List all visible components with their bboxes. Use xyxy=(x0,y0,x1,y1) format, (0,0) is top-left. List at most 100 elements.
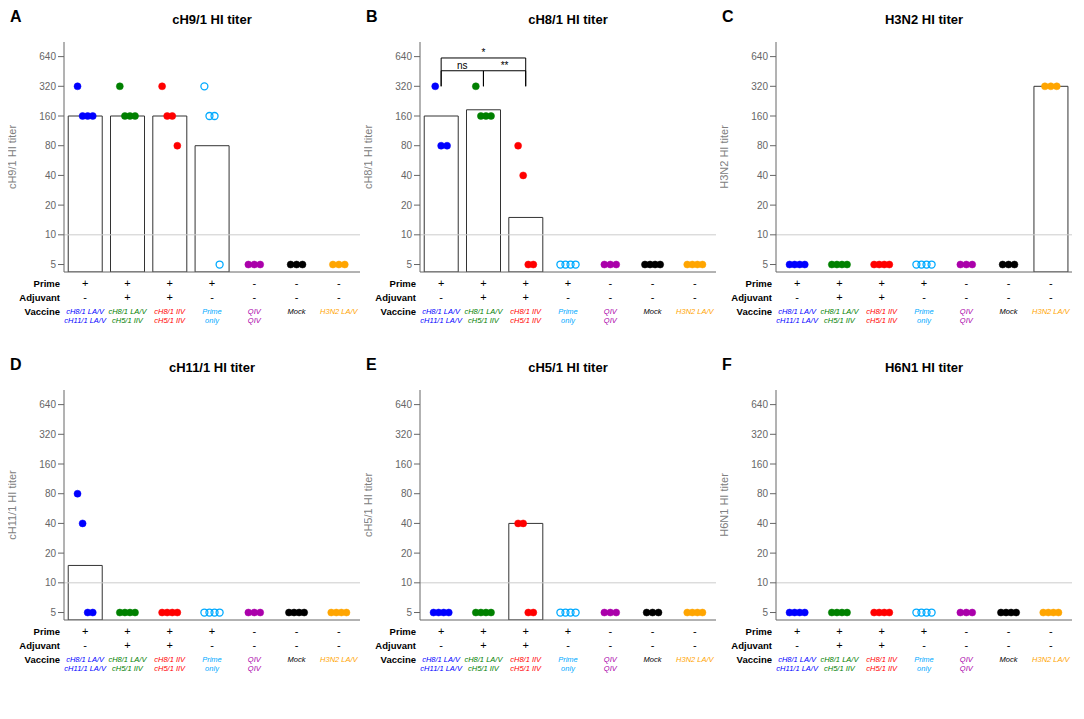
svg-text:320: 320 xyxy=(395,429,412,440)
html-text:only: only xyxy=(205,316,219,325)
svg-text:80: 80 xyxy=(45,140,57,151)
html-text:Vaccine: Vaccine xyxy=(380,654,416,665)
html-text:Vaccine: Vaccine xyxy=(736,306,772,317)
svg-text:5: 5 xyxy=(406,259,412,270)
svg-text:80: 80 xyxy=(401,140,413,151)
svg-text:320: 320 xyxy=(39,429,56,440)
html-text:Vaccine: Vaccine xyxy=(380,306,416,317)
svg-text:5: 5 xyxy=(50,607,56,618)
html-text:Vaccine: Vaccine xyxy=(24,654,60,665)
html-text:cH9/1 HI titer: cH9/1 HI titer xyxy=(172,12,252,27)
svg-text:80: 80 xyxy=(45,488,57,499)
html-text:D: D xyxy=(10,356,22,373)
svg-text:320: 320 xyxy=(395,81,412,92)
html-text:cH8/1 HI titer: cH8/1 HI titer xyxy=(528,12,608,27)
svg-text:10: 10 xyxy=(401,577,413,588)
html-text:H3N2 HI titer: H3N2 HI titer xyxy=(885,12,963,27)
html-text:Prime: Prime xyxy=(389,626,416,637)
svg-text:5: 5 xyxy=(50,259,56,270)
html-text:Adjuvant: Adjuvant xyxy=(375,292,416,303)
svg-text:640: 640 xyxy=(751,399,768,410)
svg-text:5: 5 xyxy=(406,607,412,618)
html-text:Prime: Prime xyxy=(745,278,772,289)
svg-text:640: 640 xyxy=(395,51,412,62)
svg-text:20: 20 xyxy=(45,200,57,211)
svg-text:40: 40 xyxy=(757,518,769,529)
svg-text:640: 640 xyxy=(395,399,412,410)
svg-text:320: 320 xyxy=(751,429,768,440)
svg-text:10: 10 xyxy=(45,577,57,588)
html-text:Mock: Mock xyxy=(287,307,306,316)
html-text:Vaccine: Vaccine xyxy=(736,654,772,665)
html-text:cH8/1 LA/V: cH8/1 LA/V xyxy=(422,307,461,316)
html-text:Adjuvant: Adjuvant xyxy=(375,640,416,651)
svg-text:160: 160 xyxy=(751,111,768,122)
svg-text:160: 160 xyxy=(39,459,56,470)
html-text:A: A xyxy=(10,8,22,25)
svg-text:10: 10 xyxy=(757,577,769,588)
svg-text:320: 320 xyxy=(751,81,768,92)
svg-text:640: 640 xyxy=(39,51,56,62)
svg-text:H6N1 HI titer: H6N1 HI titer xyxy=(720,473,730,537)
svg-text:*: * xyxy=(481,47,485,58)
svg-text:80: 80 xyxy=(757,488,769,499)
svg-text:20: 20 xyxy=(757,200,769,211)
svg-text:cH11/1 HI titer: cH11/1 HI titer xyxy=(8,470,18,540)
svg-text:5: 5 xyxy=(762,607,768,618)
svg-text:80: 80 xyxy=(757,140,769,151)
html-text:Prime: Prime xyxy=(33,626,60,637)
html-text:Prime: Prime xyxy=(33,278,60,289)
html-text:C: C xyxy=(722,8,734,25)
html-text:Prime: Prime xyxy=(389,278,416,289)
html-text:cH11/1 HI titer: cH11/1 HI titer xyxy=(169,360,255,375)
html-text:QIV: QIV xyxy=(247,307,261,316)
html-text:B: B xyxy=(366,8,378,25)
svg-text:640: 640 xyxy=(39,399,56,410)
html-text:E: E xyxy=(366,356,377,373)
html-text:cH5/1 IIV: cH5/1 IIV xyxy=(154,316,186,325)
svg-text:10: 10 xyxy=(757,229,769,240)
svg-text:160: 160 xyxy=(751,459,768,470)
html-text:Prime: Prime xyxy=(745,626,772,637)
html-text:cH11/1 LA/V: cH11/1 LA/V xyxy=(64,316,106,325)
svg-text:40: 40 xyxy=(401,518,413,529)
html-text:H3N2 LA/V: H3N2 LA/V xyxy=(320,307,358,316)
html-text:F: F xyxy=(722,356,732,373)
html-text:Adjuvant: Adjuvant xyxy=(731,292,772,303)
html-text:Adjuvant: Adjuvant xyxy=(731,640,772,651)
svg-text:40: 40 xyxy=(757,170,769,181)
svg-text:40: 40 xyxy=(401,170,413,181)
svg-text:20: 20 xyxy=(45,548,57,559)
html-text:Prime: Prime xyxy=(202,307,222,316)
html-text:cH8/1 LA/V: cH8/1 LA/V xyxy=(66,307,105,316)
html-text:H6N1 HI titer: H6N1 HI titer xyxy=(885,360,963,375)
svg-text:10: 10 xyxy=(45,229,57,240)
svg-text:160: 160 xyxy=(39,111,56,122)
svg-text:40: 40 xyxy=(45,170,57,181)
svg-text:20: 20 xyxy=(401,200,413,211)
html-text:cH5/1 HI titer: cH5/1 HI titer xyxy=(528,360,608,375)
svg-text:160: 160 xyxy=(395,111,412,122)
html-text:cH8/1 LA/V: cH8/1 LA/V xyxy=(108,307,147,316)
svg-text:640: 640 xyxy=(751,51,768,62)
html-text:cH8/1 IIV: cH8/1 IIV xyxy=(154,307,186,316)
svg-text:5: 5 xyxy=(762,259,768,270)
svg-text:20: 20 xyxy=(401,548,413,559)
svg-text:cH5/1 HI titer: cH5/1 HI titer xyxy=(364,473,374,538)
svg-text:320: 320 xyxy=(39,81,56,92)
svg-text:10: 10 xyxy=(401,229,413,240)
svg-text:cH9/1 HI titer: cH9/1 HI titer xyxy=(8,125,18,190)
svg-text:160: 160 xyxy=(395,459,412,470)
svg-text:ns: ns xyxy=(457,60,468,71)
html-text:Adjuvant: Adjuvant xyxy=(19,640,60,651)
svg-text:**: ** xyxy=(501,60,509,71)
svg-text:H3N2 HI titer: H3N2 HI titer xyxy=(720,125,730,189)
html-text:Adjuvant: Adjuvant xyxy=(19,292,60,303)
svg-text:cH8/1 HI titer: cH8/1 HI titer xyxy=(364,125,374,190)
svg-text:20: 20 xyxy=(757,548,769,559)
html-text:Vaccine: Vaccine xyxy=(24,306,60,317)
svg-text:40: 40 xyxy=(45,518,57,529)
html-text:cH5/1 IIV: cH5/1 IIV xyxy=(112,316,143,325)
svg-text:80: 80 xyxy=(401,488,413,499)
html-text:QIV: QIV xyxy=(247,316,261,325)
